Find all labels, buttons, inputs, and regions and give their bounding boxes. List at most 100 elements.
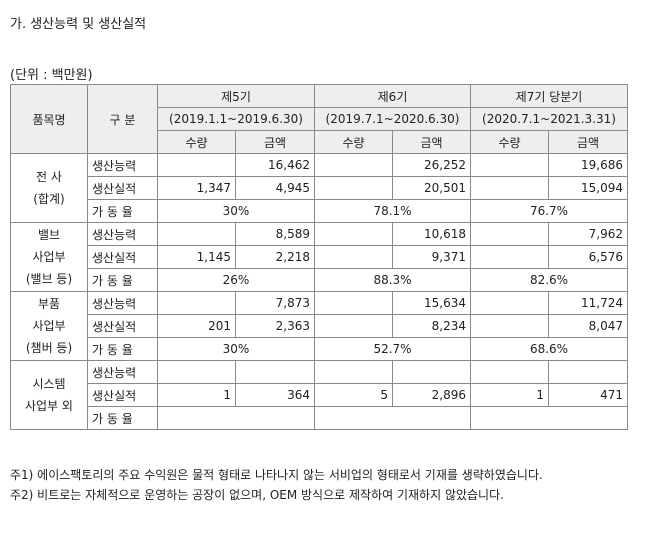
output-qty-cell xyxy=(470,176,549,200)
segment-name-line: 사업부 xyxy=(32,319,66,333)
header-qty: 수량 xyxy=(157,130,236,154)
header-period-range: (2019.7.1~2020.6.30) xyxy=(314,107,471,131)
utilization-rate-cell: 68.6% xyxy=(470,337,628,361)
row-label-capacity: 생산능력 xyxy=(87,153,158,177)
output-amount-cell: 364 xyxy=(235,383,315,407)
table-row: 생산실적 1,145 2,218 9,371 6,576 xyxy=(11,245,628,269)
output-qty-cell: 201 xyxy=(157,314,236,338)
production-table: 품목명 구 분 제5기 제6기 제7기 당분기 (2019.1.1~2019.6… xyxy=(10,84,628,430)
table-row: 부품 사업부 (챔버 등) 생산능력 7,873 15,634 11,724 xyxy=(10,291,628,361)
footnote: 주2) 비트로는 자체적으로 운영하는 공장이 없으며, OEM 방식으로 제작… xyxy=(10,488,504,502)
capacity-qty-cell xyxy=(157,291,236,315)
segment-name-line: 사업부 xyxy=(32,250,66,264)
capacity-qty-cell xyxy=(157,360,236,384)
utilization-rate-cell: 26% xyxy=(157,268,315,292)
output-amount-cell: 9,371 xyxy=(392,245,471,269)
table-row: 생산실적 1 364 5 2,896 1 471 xyxy=(11,383,628,407)
section-title: 가. 생산능력 및 생산실적 xyxy=(10,17,147,32)
capacity-qty-cell xyxy=(314,291,393,315)
utilization-rate-cell xyxy=(314,406,471,430)
capacity-amount-cell xyxy=(548,360,628,384)
output-qty-cell xyxy=(314,314,393,338)
output-qty-cell: 1,347 xyxy=(157,176,236,200)
unit-label: (단위 : 백만원) xyxy=(10,68,93,83)
capacity-amount-cell xyxy=(392,360,471,384)
output-amount-cell: 2,363 xyxy=(235,314,315,338)
utilization-rate-cell: 52.7% xyxy=(314,337,471,361)
segment-name-line: (챔버 등) xyxy=(25,341,73,355)
utilization-rate-cell: 30% xyxy=(157,199,315,223)
table-row: 시스템 사업부 외 생산능력 xyxy=(10,360,628,430)
table-row: 생산실적 201 2,363 8,234 8,047 xyxy=(11,314,628,338)
output-qty-cell xyxy=(314,176,393,200)
row-label-capacity: 생산능력 xyxy=(87,291,158,315)
header-qty: 수량 xyxy=(470,130,549,154)
capacity-qty-cell xyxy=(157,153,236,177)
table-row: 가 동 율 30% 78.1% 76.7% xyxy=(11,199,628,223)
capacity-qty-cell xyxy=(314,153,393,177)
output-amount-cell: 8,234 xyxy=(392,314,471,338)
capacity-amount-cell: 15,634 xyxy=(392,291,471,315)
capacity-qty-cell xyxy=(157,222,236,246)
utilization-rate-cell: 78.1% xyxy=(314,199,471,223)
capacity-amount-cell xyxy=(235,360,315,384)
utilization-rate-cell: 82.6% xyxy=(470,268,628,292)
header-division: 구 분 xyxy=(87,84,158,154)
row-label-rate: 가 동 율 xyxy=(87,337,158,361)
segment-name: 부품 사업부 (챔버 등) xyxy=(10,291,88,361)
footnotes: 주1) 에이스팩토리의 주요 수익원은 물적 형태로 나타나지 않는 서비업의 … xyxy=(10,465,635,505)
capacity-qty-cell xyxy=(470,360,549,384)
capacity-qty-cell xyxy=(470,222,549,246)
header-amount: 금액 xyxy=(235,130,315,154)
row-label-rate: 가 동 율 xyxy=(87,268,158,292)
capacity-qty-cell xyxy=(314,360,393,384)
segment-name: 밸브 사업부 (밸브 등) xyxy=(10,222,88,292)
segment-name-line: 전 사 xyxy=(36,170,62,184)
segment-name-line: 밸브 xyxy=(37,228,61,242)
table-row: 가 동 율 30% 52.7% 68.6% xyxy=(11,337,628,361)
header-item: 품목명 xyxy=(10,84,88,154)
header-amount: 금액 xyxy=(548,130,628,154)
utilization-rate-cell xyxy=(157,406,315,430)
table-row: 가 동 율 26% 88.3% 82.6% xyxy=(11,268,628,292)
row-label-output: 생산실적 xyxy=(87,314,158,338)
output-qty-cell xyxy=(470,314,549,338)
row-label-rate: 가 동 율 xyxy=(87,406,158,430)
header-period-label: 제6기 xyxy=(314,84,471,108)
output-amount-cell: 20,501 xyxy=(392,176,471,200)
header-qty: 수량 xyxy=(314,130,393,154)
output-amount-cell: 15,094 xyxy=(548,176,628,200)
segment-name-line: 사업부 외 xyxy=(25,399,73,413)
footnote: 주1) 에이스팩토리의 주요 수익원은 물적 형태로 나타나지 않는 서비업의 … xyxy=(10,468,543,482)
row-label-capacity: 생산능력 xyxy=(87,222,158,246)
utilization-rate-cell: 30% xyxy=(157,337,315,361)
segment-name-line: (합계) xyxy=(33,192,65,206)
header-amount: 금액 xyxy=(392,130,471,154)
output-amount-cell: 2,218 xyxy=(235,245,315,269)
capacity-amount-cell: 26,252 xyxy=(392,153,471,177)
table-row: 가 동 율 xyxy=(11,406,628,430)
capacity-qty-cell xyxy=(470,153,549,177)
output-qty-cell: 5 xyxy=(314,383,393,407)
row-label-output: 생산실적 xyxy=(87,245,158,269)
output-amount-cell: 8,047 xyxy=(548,314,628,338)
capacity-qty-cell xyxy=(314,222,393,246)
segment-name: 시스템 사업부 외 xyxy=(10,360,88,430)
output-qty-cell xyxy=(470,245,549,269)
header-period-label: 제7기 당분기 xyxy=(470,84,628,108)
utilization-rate-cell: 76.7% xyxy=(470,199,628,223)
utilization-rate-cell xyxy=(470,406,628,430)
capacity-amount-cell: 11,724 xyxy=(548,291,628,315)
output-amount-cell: 4,945 xyxy=(235,176,315,200)
row-label-output: 생산실적 xyxy=(87,383,158,407)
utilization-rate-cell: 88.3% xyxy=(314,268,471,292)
table-row: 생산실적 1,347 4,945 20,501 15,094 xyxy=(11,176,628,200)
capacity-amount-cell: 19,686 xyxy=(548,153,628,177)
segment-name: 전 사 (합계) xyxy=(10,153,88,223)
capacity-amount-cell: 7,873 xyxy=(235,291,315,315)
table-row: 전 사 (합계) 생산능력 16,462 26,252 19,686 xyxy=(10,153,628,223)
row-label-output: 생산실적 xyxy=(87,176,158,200)
header-period-label: 제5기 xyxy=(157,84,315,108)
output-qty-cell: 1,145 xyxy=(157,245,236,269)
capacity-amount-cell: 16,462 xyxy=(235,153,315,177)
